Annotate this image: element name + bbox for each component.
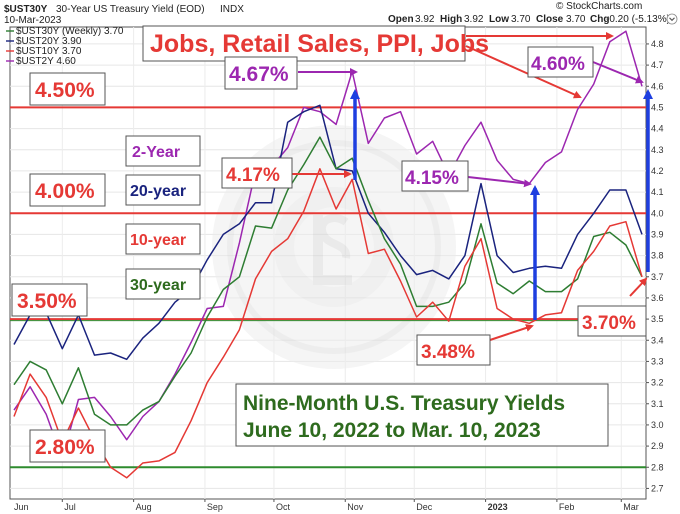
y-tick-label: 3.8 (651, 251, 664, 261)
y-tick-label: 4.2 (651, 166, 664, 176)
callout-jan10y: 3.48% (421, 342, 475, 363)
y-axis: 2.7 2.8 2.9 3.0 3.1 3.2 3.3 3.4 3.5 3.6 3.7 3.8 3.9 4… (646, 39, 664, 493)
series-layer (13, 30, 643, 479)
label-2-year: 2-Year (132, 144, 180, 161)
x-tick-label: Nov (347, 502, 364, 512)
header-symbol: $UST30Y (4, 4, 48, 15)
high-label: High (440, 14, 462, 25)
callout-mar10y: 3.70% (582, 313, 636, 334)
callouts: Jobs, Retail Sales, PPI, Jobs 4.50% 4.00… (11, 25, 647, 463)
y-tick-label: 3.6 (651, 293, 664, 303)
y-tick-label: 4.8 (651, 39, 664, 49)
series-line-3 (13, 30, 643, 460)
title-box-line1: Nine-Month U.S. Treasury Yields (243, 392, 565, 415)
legend-ust30y: $UST30Y (Weekly) 3.70 (16, 26, 124, 37)
header: $UST30Y 30-Year US Treasury Yield (EOD) … (4, 1, 678, 26)
callout-feb2y: 4.60% (531, 54, 585, 75)
close-value: 3.70 (566, 14, 586, 25)
headline-arrow-bottom (465, 45, 582, 99)
x-axis: Jun Jul Aug Sep Oct Nov Dec 2023 Feb Mar (14, 499, 639, 512)
x-tick-label: 2023 (488, 502, 508, 512)
open-value: 3.92 (415, 14, 435, 25)
arrow-feb2y (592, 61, 644, 84)
x-tick-label: Dec (416, 502, 433, 512)
callout-oct10y: 4.17% (226, 165, 280, 186)
y-tick-label: 4.4 (651, 124, 664, 134)
x-tick-label: Feb (559, 502, 575, 512)
y-tick-label: 3.3 (651, 356, 664, 366)
series-labels: 2-Year 20-year 10-year 30-year (125, 135, 201, 300)
y-tick-label: 2.7 (651, 483, 664, 493)
x-tick-label: Jun (14, 502, 29, 512)
low-label: Low (489, 14, 509, 25)
y-tick-label: 4.6 (651, 81, 664, 91)
y-tick-label: 4.7 (651, 60, 664, 70)
legend-ust10y: $UST10Y 3.70 (16, 46, 82, 57)
header-watermark: © StockCharts.com (556, 1, 642, 12)
chevron-down-icon[interactable] (666, 13, 678, 25)
y-tick-label: 4.3 (651, 145, 664, 155)
arrow-jan2y (467, 176, 532, 188)
header-date: 10-Mar-2023 (4, 15, 62, 26)
callout-400: 4.00% (35, 180, 95, 203)
y-tick-label: 3.5 (651, 314, 664, 324)
callout-jan2y: 4.15% (405, 168, 459, 189)
y-tick-label: 4.5 (651, 102, 664, 112)
y-tick-label: 3.9 (651, 229, 664, 239)
y-tick-label: 3.2 (651, 378, 664, 388)
y-tick-label: 3.7 (651, 272, 664, 282)
legend: $UST30Y (Weekly) 3.70 $UST20Y 3.90 $UST1… (6, 26, 124, 67)
series-line-1 (13, 104, 643, 361)
callout-350: 3.50% (17, 290, 77, 313)
callout-280: 2.80% (35, 436, 95, 459)
y-tick-label: 4.1 (651, 187, 664, 197)
open-label: Open (388, 14, 414, 25)
high-value: 3.92 (464, 14, 484, 25)
arrow-jan10y (489, 324, 534, 341)
callout-450: 4.50% (35, 79, 95, 102)
y-tick-label: 2.8 (651, 462, 664, 472)
x-tick-label: Jul (64, 502, 76, 512)
y-tick-label: 2.9 (651, 441, 664, 451)
hline-layer (10, 106, 646, 469)
y-tick-label: 3.1 (651, 399, 664, 409)
series-line-2 (13, 168, 643, 479)
label-30-year: 30-year (130, 277, 186, 294)
x-tick-label: Sep (207, 502, 223, 512)
label-10-year: 10-year (130, 232, 186, 249)
y-tick-label: 3.4 (651, 335, 664, 345)
chg-value: -0.20 (-5.13%) (606, 14, 670, 25)
legend-ust20y: $UST20Y 3.90 (16, 36, 82, 47)
x-tick-label: Oct (276, 502, 291, 512)
chg-label: Chg (590, 14, 609, 25)
y-tick-label: 3.0 (651, 420, 664, 430)
header-index-tag: INDX (220, 4, 244, 15)
series-line-0 (13, 136, 643, 426)
header-description: 30-Year US Treasury Yield (EOD) (56, 4, 205, 15)
title-box-line2: June 10, 2022 to Mar. 10, 2023 (243, 419, 541, 442)
annotation-arrows (292, 32, 653, 341)
callout-peak2y: 4.67% (229, 63, 289, 86)
x-tick-label: Mar (623, 502, 639, 512)
label-20-year: 20-year (130, 183, 186, 200)
x-tick-label: Aug (136, 502, 152, 512)
arrow-mar10y (629, 277, 648, 297)
headline-callout: Jobs, Retail Sales, PPI, Jobs (150, 30, 489, 58)
low-value: 3.70 (511, 14, 531, 25)
legend-ust2y: $UST2Y 4.60 (16, 56, 76, 67)
close-label: Close (536, 14, 564, 25)
y-tick-label: 4.0 (651, 208, 664, 218)
